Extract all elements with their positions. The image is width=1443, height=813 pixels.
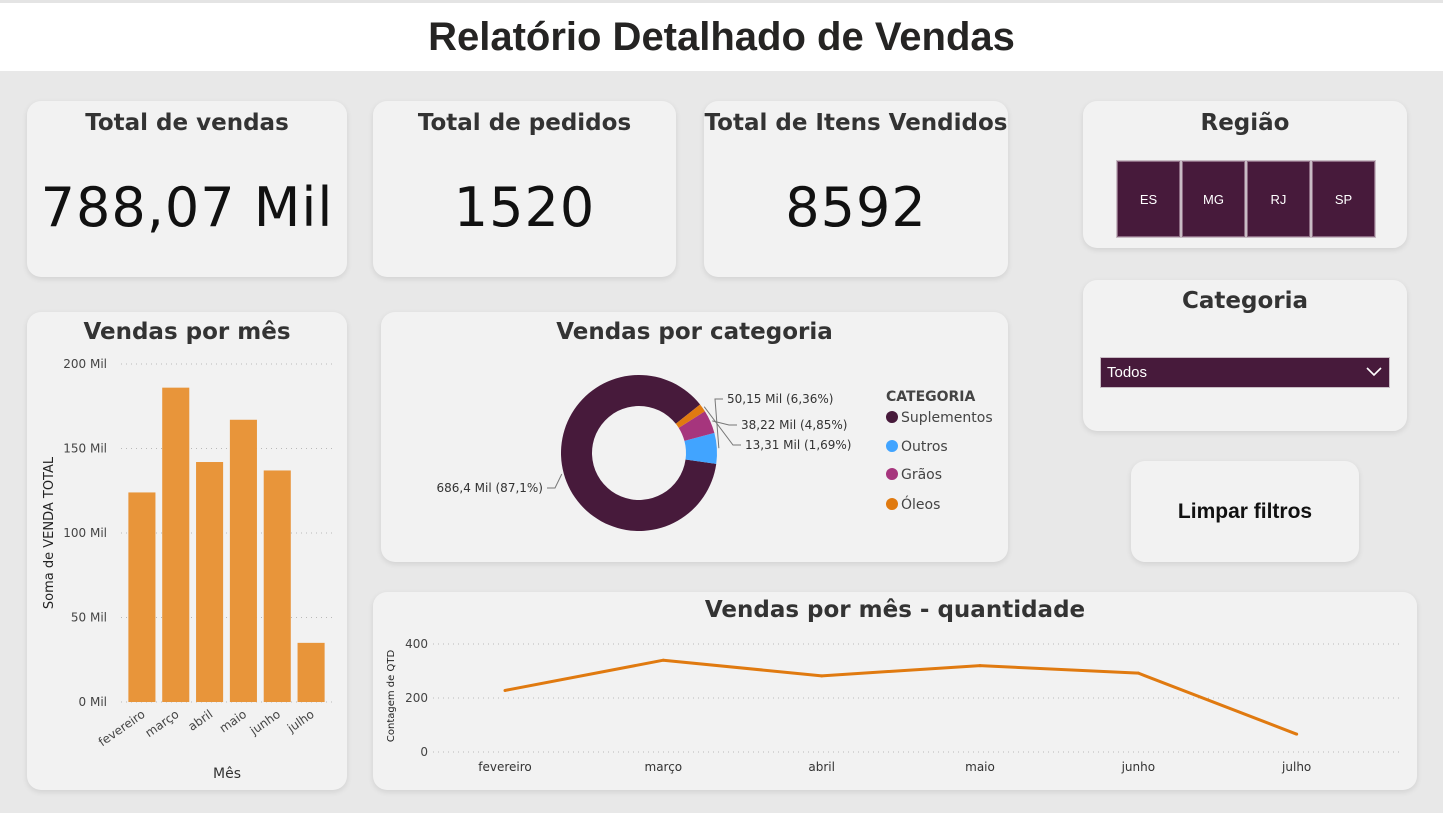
data-label: 686,4 Mil (87,1%) (437, 481, 544, 495)
legend-marker (886, 468, 898, 480)
kpi-label: Total de pedidos (417, 110, 632, 136)
legend-item-Grãos[interactable]: Grãos (901, 467, 942, 483)
leader-line (714, 398, 723, 449)
vendas-por-categoria-card: Vendas por categoria 686,4 Mil (87,1%) 50… (381, 312, 1008, 562)
x-tick-label: junho (1121, 760, 1156, 774)
page-title: Relatório Detalhado de Vendas (428, 14, 1015, 59)
bar-julho[interactable] (297, 642, 325, 702)
y-axis-title: Contagem de QTD (386, 650, 397, 743)
leader-line (547, 473, 563, 489)
point-abril[interactable] (820, 674, 824, 678)
legend-title: CATEGORIA (886, 389, 976, 405)
x-tick-label: maio (217, 707, 249, 736)
kpi-label: Total de Itens Vendidos (704, 110, 1008, 136)
slice-Outros[interactable] (684, 432, 717, 464)
vendas-quantidade-chart: 0 200 400 fevereiro março abril maio junho julho… (386, 637, 1403, 774)
x-tick-label: julho (284, 707, 317, 736)
vendas-por-categoria-chart: 686,4 Mil (87,1%) 50,15 Mil (6,36%) 38,22 … (437, 375, 993, 531)
x-tick-label: abril (808, 760, 835, 774)
data-label: 50,15 Mil (6,36%) (727, 392, 834, 406)
y-tick-label: 100 Mil (63, 526, 107, 540)
vendas-quantidade-card: Vendas por mês - quantidade 0 200 400 fever… (373, 592, 1417, 790)
regiao-options: ES MG RJ SP (1116, 160, 1376, 238)
x-tick-label: maio (965, 760, 995, 774)
y-tick-label: 150 Mil (63, 442, 107, 456)
legend-item-Óleos[interactable]: Óleos (901, 495, 940, 513)
regiao-option-es[interactable]: ES (1116, 160, 1181, 238)
categoria-dropdown[interactable]: Todos (1100, 357, 1390, 388)
legend-marker (886, 411, 898, 423)
legend-marker (886, 498, 898, 510)
legend-item-Suplementos[interactable]: Suplementos (901, 410, 993, 426)
x-tick-label: março (645, 760, 683, 774)
slice-Grãos[interactable] (678, 411, 715, 441)
categoria-slicer: Categoria Todos (1083, 280, 1407, 431)
x-tick-label: março (143, 707, 182, 740)
regiao-option-sp[interactable]: SP (1311, 160, 1376, 238)
clear-filters-label: Limpar filtros (1177, 499, 1313, 523)
vendas-por-mes-card: Vendas por mês 0 Mil 50 Mil 100 Mil 150 Mil… (27, 312, 347, 790)
point-maio[interactable] (978, 664, 982, 668)
y-tick-label: 200 Mil (63, 357, 107, 371)
y-tick-label: 200 (405, 691, 428, 705)
kpi-value: 8592 (785, 176, 927, 239)
chevron-down-icon (1366, 367, 1382, 377)
kpi-total-vendas: Total de vendas 788,07 Mil (27, 101, 347, 277)
data-label: 38,22 Mil (4,85%) (741, 418, 848, 432)
regiao-title: Região (1200, 110, 1290, 136)
leader-line (703, 406, 741, 446)
x-tick-label: fevereiro (478, 760, 532, 774)
x-tick-label: abril (186, 707, 216, 734)
header: Relatório Detalhado de Vendas (0, 0, 1443, 71)
vendas-por-mes-chart: 0 Mil 50 Mil 100 Mil 150 Mil 200 Mil fevereir… (42, 357, 332, 782)
x-tick-label: julho (1281, 760, 1311, 774)
slice-Óleos[interactable] (675, 404, 705, 428)
bar-junho[interactable] (263, 470, 291, 702)
point-fevereiro[interactable] (503, 688, 507, 692)
point-março[interactable] (661, 658, 665, 662)
categoria-selected: Todos (1107, 364, 1148, 381)
kpi-total-pedidos: Total de pedidos 1520 (373, 101, 676, 277)
data-label: 13,31 Mil (1,69%) (745, 438, 852, 452)
x-axis-title: Mês (213, 766, 241, 782)
categoria-title: Categoria (1181, 288, 1308, 314)
legend-marker (886, 440, 898, 452)
slice-Suplementos[interactable] (561, 375, 717, 531)
kpi-value: 788,07 Mil (40, 176, 334, 239)
kpi-label: Total de vendas (85, 110, 289, 136)
y-tick-label: 50 Mil (71, 611, 107, 625)
bar-fevereiro[interactable] (128, 492, 156, 702)
regiao-option-mg[interactable]: MG (1181, 160, 1246, 238)
y-tick-label: 0 Mil (79, 695, 107, 709)
chart-title: Vendas por mês - quantidade (704, 597, 1086, 623)
kpi-value: 1520 (453, 176, 596, 239)
point-julho[interactable] (1295, 732, 1299, 736)
chart-title: Vendas por categoria (556, 319, 833, 345)
y-axis-title: Soma de VENDA TOTAL (42, 456, 57, 609)
leader-line (712, 420, 737, 426)
kpi-total-itens: Total de Itens Vendidos 8592 (704, 101, 1008, 277)
legend-item-Outros[interactable]: Outros (901, 439, 948, 455)
y-tick-label: 0 (420, 745, 428, 759)
y-tick-label: 400 (405, 637, 428, 651)
regiao-option-rj[interactable]: RJ (1246, 160, 1311, 238)
x-tick-label: junho (247, 707, 283, 738)
bar-abril[interactable] (196, 462, 224, 702)
chart-title: Vendas por mês (83, 319, 291, 345)
bar-março[interactable] (162, 387, 190, 702)
clear-filters-button[interactable]: Limpar filtros (1131, 461, 1359, 562)
quantity-line[interactable] (504, 658, 1298, 736)
x-tick-label: fevereiro (96, 707, 148, 749)
bar-maio[interactable] (229, 419, 257, 702)
regiao-slicer: Região ES MG RJ SP (1083, 101, 1407, 248)
point-junho[interactable] (1136, 671, 1140, 675)
